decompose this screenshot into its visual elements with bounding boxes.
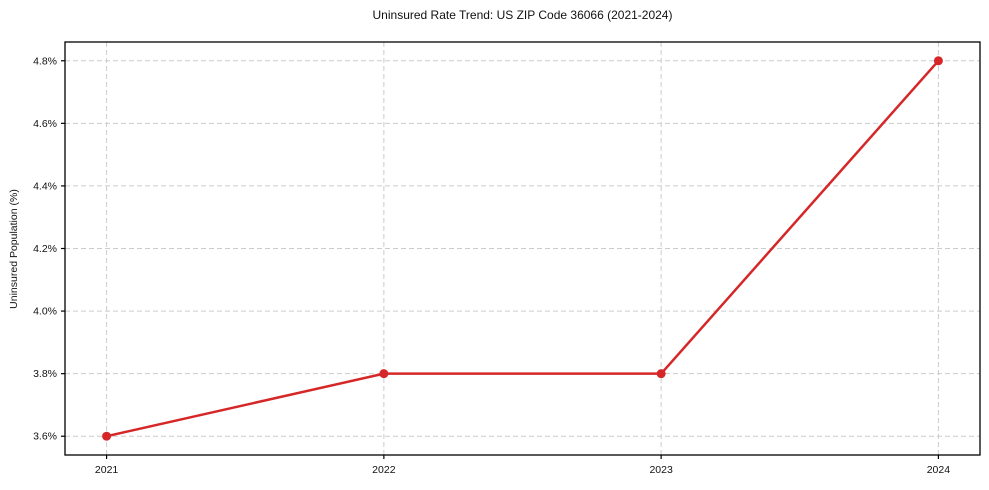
- x-tick-label: 2023: [649, 464, 673, 476]
- y-tick-label: 4.4%: [33, 180, 57, 192]
- y-tick-label: 3.8%: [33, 368, 57, 380]
- y-tick-label: 4.6%: [33, 118, 57, 130]
- x-tick-label: 2022: [372, 464, 396, 476]
- data-point: [102, 431, 112, 441]
- data-point: [933, 56, 943, 66]
- y-tick-label: 4.0%: [33, 306, 57, 318]
- x-tick-label: 2021: [95, 464, 119, 476]
- y-tick-label: 4.8%: [33, 55, 57, 67]
- y-tick-label: 4.2%: [33, 243, 57, 255]
- trend-line: [105, 59, 940, 438]
- data-point: [656, 369, 666, 379]
- y-tick-label: 3.6%: [33, 431, 57, 443]
- data-point: [379, 369, 389, 379]
- chart-title: Uninsured Rate Trend: US ZIP Code 36066 …: [372, 8, 673, 22]
- x-tick-label: 2024: [927, 464, 951, 476]
